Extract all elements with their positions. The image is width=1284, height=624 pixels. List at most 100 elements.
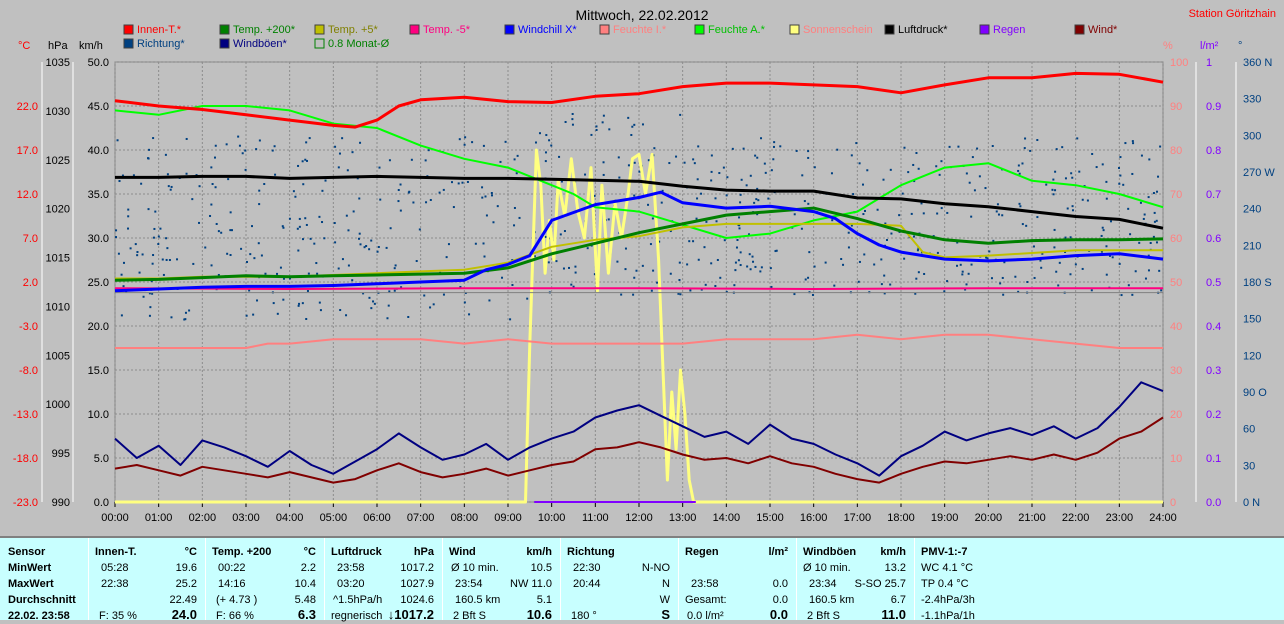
direction-point-472 xyxy=(748,233,751,236)
direction-point-572 xyxy=(695,217,698,220)
direction-point-659 xyxy=(992,239,995,242)
direction-point-67 xyxy=(282,298,285,301)
luftdruck-current: ↓1017.2 xyxy=(387,607,434,622)
pmv-l2: TP 0.4 °C xyxy=(921,578,969,590)
direction-point-156 xyxy=(306,289,309,292)
x-tick-label-11: 11:00 xyxy=(582,512,609,524)
direction-point-581 xyxy=(1120,294,1123,297)
x-tick-label-2: 02:00 xyxy=(189,512,217,524)
direction-point-645 xyxy=(970,215,973,218)
direction-point-669 xyxy=(739,193,742,196)
series-wind xyxy=(114,416,1164,484)
direction-point-526 xyxy=(722,166,725,169)
direction-point-538 xyxy=(948,145,951,148)
wind-l2b: NW 11.0 xyxy=(510,578,552,590)
direction-point-101 xyxy=(245,314,248,317)
direction-point-468 xyxy=(985,256,988,259)
direction-point-632 xyxy=(1118,182,1121,185)
station-name: Station Göritzhain xyxy=(1189,8,1276,20)
wind-l3b: 5.1 xyxy=(536,594,552,606)
direction-point-317 xyxy=(562,267,565,270)
legend-label-2: Temp. +5* xyxy=(328,24,379,36)
direction-point-102 xyxy=(513,224,516,227)
legend-label-13: 0.8 Monat-Ø xyxy=(328,38,390,50)
x-tick-label-4: 04:00 xyxy=(276,512,304,524)
direction-point-606 xyxy=(997,213,1000,216)
direction-point-570 xyxy=(1157,175,1160,178)
direction-point-196 xyxy=(159,227,162,230)
direction-point-539 xyxy=(1036,139,1039,142)
direction-point-162 xyxy=(115,229,118,232)
direction-point-104 xyxy=(191,198,194,201)
direction-point-502 xyxy=(1018,172,1021,175)
direction-point-534 xyxy=(1155,190,1158,193)
luftdruck-trend: ^1.5hPa/h xyxy=(333,594,383,606)
luftdruck-min-time: 23:58 xyxy=(337,562,365,574)
direction-point-79 xyxy=(338,152,341,155)
direction-point-275 xyxy=(147,208,150,211)
sensor-header: Sensor xyxy=(8,546,46,558)
legend-swatch-3 xyxy=(409,24,420,35)
chart-title: Mittwoch, 22.02.2012 xyxy=(575,7,708,23)
direction-point-251 xyxy=(244,149,247,152)
wind-tick-label-1: 45.0 xyxy=(88,101,109,113)
direction-point-384 xyxy=(608,128,611,131)
direction-point-331 xyxy=(558,155,561,158)
direction-point-264 xyxy=(309,237,312,240)
direction-point-24 xyxy=(365,245,368,248)
direction-point-83 xyxy=(491,194,494,197)
direction-point-392 xyxy=(1081,198,1084,201)
direction-point-702 xyxy=(1018,202,1021,205)
direction-point-80 xyxy=(334,241,337,244)
rain-tick-label-4: 0.6 xyxy=(1206,233,1221,245)
direction-point-108 xyxy=(459,285,462,288)
temp-tick-label-5: -3.0 xyxy=(19,321,38,333)
direction-point-565 xyxy=(956,264,959,267)
direction-point-154 xyxy=(452,206,455,209)
direction-point-431 xyxy=(1139,201,1142,204)
direction-point-200 xyxy=(157,235,160,238)
legend-label-11: Richtung* xyxy=(137,38,185,50)
x-tick-label-9: 09:00 xyxy=(494,512,522,524)
direction-point-471 xyxy=(1054,170,1057,173)
direction-point-711 xyxy=(811,293,814,296)
direction-point-626 xyxy=(723,239,726,242)
rain-tick-label-0: 1 xyxy=(1206,57,1212,69)
direction-point-280 xyxy=(217,230,220,233)
direction-point-397 xyxy=(1140,154,1143,157)
direction-point-461 xyxy=(915,152,918,155)
direction-point-119 xyxy=(276,312,279,315)
x-tick-label-21: 21:00 xyxy=(1018,512,1046,524)
direction-point-32 xyxy=(297,164,300,167)
direction-point-339 xyxy=(635,269,638,272)
pmv-l3: -2.4hPa/3h xyxy=(921,594,975,606)
direction-point-129 xyxy=(150,280,153,283)
y-axes: 22.0 17.0 12.0 7.0 2.0 -3.0 -8.0 -13.0 -18.0 -23.… xyxy=(13,57,1275,509)
direction-point-132 xyxy=(229,254,232,257)
direction-point-646 xyxy=(738,224,741,227)
direction-point-547 xyxy=(830,172,833,175)
direction-point-172 xyxy=(122,261,125,264)
direction-point-395 xyxy=(1014,275,1017,278)
direction-point-48 xyxy=(304,158,307,161)
legend-label-8: Luftdruck* xyxy=(898,24,948,36)
temp200-unit: °C xyxy=(303,546,316,558)
wind-tick-label-6: 20.0 xyxy=(88,321,109,333)
direction-point-287 xyxy=(668,162,671,165)
windboeen-header: Windböen xyxy=(803,546,857,558)
direction-point-198 xyxy=(438,191,441,194)
direction-point-43 xyxy=(399,183,402,186)
direction-point-285 xyxy=(584,173,587,176)
direction-point-443 xyxy=(1039,259,1042,262)
series-group xyxy=(114,71,1164,504)
direction-point-214 xyxy=(474,242,477,245)
direction-point-486 xyxy=(692,240,695,243)
direction-point-562 xyxy=(1026,281,1029,284)
temp-tick-label-3: 7.0 xyxy=(23,233,38,245)
direction-point-718 xyxy=(1078,170,1081,173)
direction-point-566 xyxy=(710,262,713,265)
direction-point-427 xyxy=(1029,149,1032,152)
wind-header: Wind xyxy=(449,546,476,558)
direction-point-323 xyxy=(555,260,558,263)
direction-point-112 xyxy=(316,272,319,275)
